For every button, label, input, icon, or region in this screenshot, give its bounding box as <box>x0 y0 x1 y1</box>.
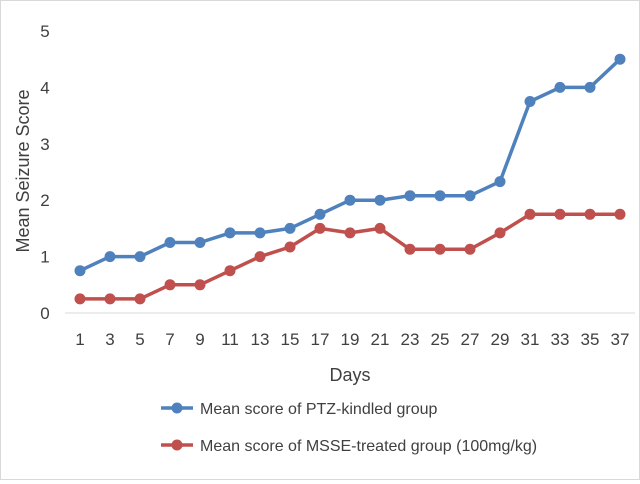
x-tick-label: 27 <box>461 330 480 349</box>
data-point <box>314 222 326 234</box>
data-point <box>404 243 416 255</box>
x-tick-label: 29 <box>491 330 510 349</box>
data-point <box>284 241 296 253</box>
data-point <box>494 227 506 239</box>
data-point <box>464 190 476 202</box>
x-tick-label: 11 <box>221 330 239 349</box>
data-point <box>164 237 176 248</box>
series-layer <box>74 53 626 305</box>
x-tick-label: 35 <box>581 330 600 349</box>
x-tick-label: 1 <box>75 330 84 349</box>
x-tick-label: 15 <box>281 330 300 349</box>
x-tick-label: 23 <box>401 330 420 349</box>
x-tick-label: 5 <box>135 330 144 349</box>
series-line <box>78 57 622 273</box>
y-tick-label: 1 <box>40 248 49 267</box>
data-point <box>374 222 386 234</box>
x-tick-label: 13 <box>251 330 270 349</box>
data-point <box>194 237 206 248</box>
data-point <box>614 208 626 220</box>
data-point <box>524 96 536 107</box>
data-point <box>494 176 506 188</box>
x-tick-label: 3 <box>105 330 114 349</box>
y-axis-title: Mean Seizure Score <box>13 89 33 252</box>
series-line <box>78 212 622 301</box>
x-tick-label: 25 <box>431 330 450 349</box>
data-point <box>134 251 146 263</box>
y-tick-label: 4 <box>40 78 49 97</box>
legend-item: Mean score of MSSE-treated group (100mg/… <box>161 438 537 455</box>
data-point <box>164 279 176 291</box>
legend: Mean score of PTZ-kindled group Mean scor… <box>161 401 537 455</box>
y-axis-ticks: 0 1 2 3 4 5 <box>40 22 49 323</box>
data-point <box>314 208 326 220</box>
data-point <box>524 208 536 220</box>
y-tick-label: 2 <box>40 191 49 210</box>
data-point <box>74 293 86 305</box>
data-point <box>134 293 146 305</box>
data-point <box>464 243 476 255</box>
data-point <box>404 190 416 202</box>
series-2 <box>74 208 626 305</box>
y-tick-label: 5 <box>40 22 49 41</box>
data-point <box>374 194 386 206</box>
data-point <box>584 81 596 93</box>
y-tick-label: 0 <box>40 304 49 323</box>
data-point <box>554 208 566 220</box>
x-tick-label: 31 <box>521 330 540 349</box>
x-tick-label: 19 <box>341 330 360 349</box>
x-tick-label: 21 <box>371 330 390 349</box>
legend-label: Mean score of MSSE-treated group (100mg/… <box>200 438 537 455</box>
x-tick-label: 9 <box>195 330 204 349</box>
legend-item: Mean score of PTZ-kindled group <box>161 401 438 418</box>
legend-label: Mean score of PTZ-kindled group <box>200 401 438 418</box>
x-tick-label: 37 <box>611 330 630 349</box>
data-point <box>614 53 626 65</box>
data-point <box>104 251 116 263</box>
y-tick-label: 3 <box>40 135 49 154</box>
data-point <box>254 227 266 239</box>
x-axis-ticks: 1 3 5 7 9 11 13 15 17 19 21 23 25 27 29 31 33 35 37 <box>75 330 629 349</box>
data-point <box>74 265 86 277</box>
data-point <box>434 243 446 255</box>
data-point <box>554 81 566 93</box>
data-point <box>194 279 206 291</box>
data-point <box>344 194 356 206</box>
data-point <box>584 208 596 220</box>
data-point <box>434 190 446 202</box>
data-point <box>344 227 356 239</box>
data-point <box>284 222 296 234</box>
data-point <box>104 293 116 305</box>
series-1 <box>74 53 626 277</box>
legend-swatch-marker <box>171 402 183 414</box>
x-tick-label: 7 <box>165 330 174 349</box>
x-tick-label: 33 <box>551 330 570 349</box>
x-tick-label: 17 <box>311 330 330 349</box>
data-point <box>224 227 236 239</box>
data-point <box>254 251 266 263</box>
legend-swatch-marker <box>171 439 183 451</box>
data-point <box>224 265 236 277</box>
x-axis-title: Days <box>329 365 370 385</box>
